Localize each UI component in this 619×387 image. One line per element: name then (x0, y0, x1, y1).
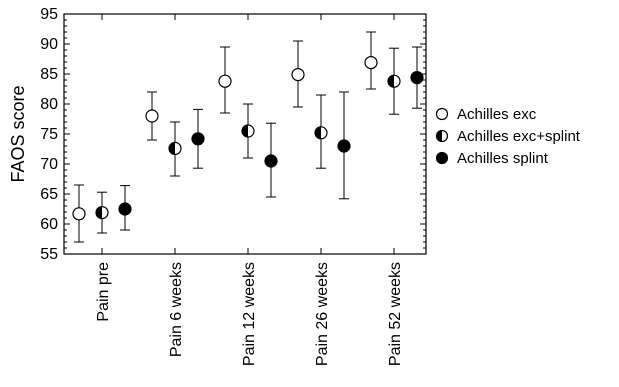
y-axis: 55 60 65 70 75 80 85 90 95 (40, 6, 426, 263)
x-tick-label: Pain 52 weeks (387, 262, 404, 366)
y-tick-label: 70 (40, 156, 58, 173)
y-tick-label: 55 (40, 246, 58, 263)
x-tick-label: Pain 12 weeks (241, 262, 258, 366)
legend: Achilles exc Achilles exc+splint Achilles … (435, 106, 581, 167)
y-tick-label: 65 (40, 186, 58, 203)
y-axis-title: FAOS score (8, 85, 28, 182)
data-point (291, 67, 305, 82)
data-point (95, 206, 109, 220)
data-point (145, 109, 159, 123)
data-point (264, 154, 278, 168)
y-tick-label: 90 (40, 36, 58, 53)
data-point (168, 141, 182, 155)
legend-label: Achilles exc (457, 106, 537, 123)
series-2 (95, 47, 401, 234)
y-tick-label: 95 (40, 6, 58, 23)
data-point (410, 70, 424, 85)
series-1 (72, 31, 378, 243)
data-point (191, 132, 205, 146)
data-point (118, 202, 132, 216)
legend-marker (435, 107, 449, 121)
data-point (364, 55, 378, 70)
x-tick-label: Pain 6 weeks (168, 262, 185, 357)
data-point (241, 124, 255, 138)
data-point (387, 74, 401, 88)
y-tick-label: 75 (40, 126, 58, 143)
legend-marker (435, 129, 449, 143)
legend-label: Achilles splint (457, 150, 549, 167)
data-marks (72, 31, 424, 243)
series-3 (118, 46, 424, 231)
data-point (314, 126, 328, 140)
data-point (72, 207, 86, 221)
y-tick-label: 60 (40, 216, 58, 233)
legend-label: Achilles exc+splint (457, 128, 581, 145)
x-tick-label: Pain pre (95, 262, 112, 322)
x-axis: Pain pre Pain 6 weeks Pain 12 weeks Pain 26… (95, 14, 404, 366)
data-point (218, 74, 232, 88)
y-tick-label: 80 (40, 96, 58, 113)
x-tick-label: Pain 26 weeks (314, 262, 331, 366)
data-point (337, 139, 351, 153)
legend-marker (435, 151, 449, 165)
y-tick-label: 85 (40, 66, 58, 83)
